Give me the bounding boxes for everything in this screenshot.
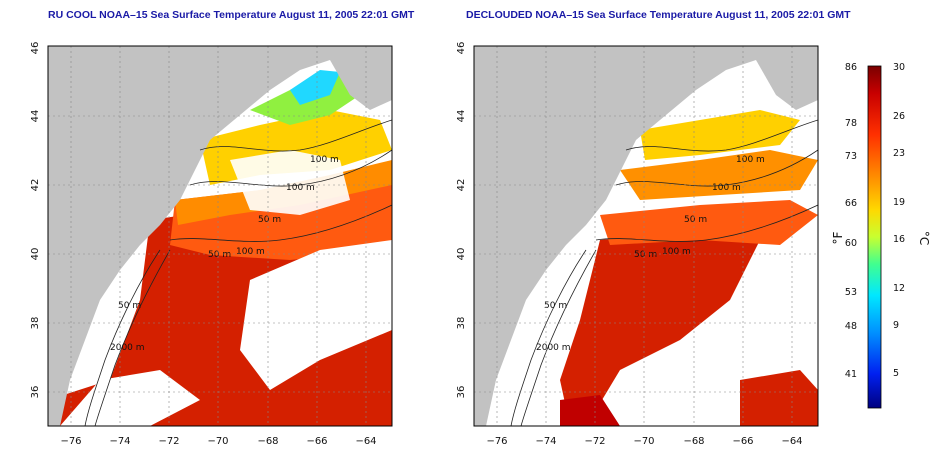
c-tick-label: 12: [893, 283, 905, 294]
sst-orange-band: [620, 150, 818, 200]
contour-label-50m: 50 m: [258, 215, 281, 225]
land-mass: [48, 46, 392, 426]
land-nova-scotia: [330, 46, 392, 110]
y-tick-label: 40: [456, 248, 467, 261]
right-map-content: 100 m 100 m 50 m 50 m 100 m 50 m 2000 m: [474, 46, 818, 426]
x-tick-label: −64: [355, 436, 376, 447]
contour-label-100m-3: 100 m: [236, 247, 265, 257]
contour-label-50m-2: 50 m: [634, 250, 657, 260]
y-tick-label: 46: [456, 42, 467, 55]
colorbar-f-ticks: 86 78 73 66 60 53 48 41: [845, 62, 857, 380]
contour-label-50m-2: 50 m: [208, 250, 231, 260]
f-tick-label: 66: [845, 198, 857, 209]
colorbar-celsius-label: °C: [917, 231, 931, 245]
contour-label-2000m: 2000 m: [536, 343, 571, 353]
grid-lines: [48, 46, 392, 426]
c-tick-label: 19: [893, 197, 905, 208]
land-nova-scotia: [756, 46, 818, 110]
contour-label-2000m: 2000 m: [110, 343, 145, 353]
y-tick-label: 42: [456, 179, 467, 192]
cloud-patch-2: [230, 150, 350, 215]
sst-south-patches: [740, 370, 818, 426]
contour-label-100m: 100 m: [310, 155, 339, 165]
y-tick-label: 44: [456, 110, 467, 123]
contour-label-100m-2: 100 m: [286, 183, 315, 193]
f-tick-label: 86: [845, 62, 857, 73]
f-tick-label: 48: [845, 321, 857, 332]
left-y-ticks: 46 44 42 40 38 36: [30, 42, 41, 399]
contour-label-100m: 100 m: [736, 155, 765, 165]
c-tick-label: 30: [893, 62, 905, 73]
y-tick-label: 36: [456, 386, 467, 399]
c-tick-label: 16: [893, 234, 905, 245]
f-tick-label: 41: [845, 369, 857, 380]
x-tick-label: −66: [306, 436, 327, 447]
y-tick-label: 36: [30, 386, 41, 399]
c-tick-label: 9: [893, 320, 899, 331]
x-tick-label: −72: [584, 436, 605, 447]
x-tick-label: −70: [207, 436, 228, 447]
y-tick-label: 42: [30, 179, 41, 192]
contour-label-50m-3: 50 m: [118, 301, 141, 311]
x-tick-label: −76: [60, 436, 81, 447]
c-tick-label: 5: [893, 368, 899, 379]
x-tick-label: −68: [683, 436, 704, 447]
right-x-ticks: −76 −74 −72 −70 −68 −66 −64: [486, 436, 802, 447]
colorbar-fahrenheit-label: °F: [831, 231, 845, 244]
right-panel-title: DECLOUDED NOAA–15 Sea Surface Temperatur…: [466, 9, 851, 21]
left-panel-title: RU COOL NOAA–15 Sea Surface Temperature …: [48, 9, 415, 21]
left-x-ticks: −76 −74 −72 −70 −68 −66 −64: [60, 436, 376, 447]
x-tick-label: −72: [158, 436, 179, 447]
x-tick-label: −64: [781, 436, 802, 447]
contour-label-50m: 50 m: [684, 215, 707, 225]
f-tick-label: 73: [845, 151, 857, 162]
f-tick-label: 78: [845, 118, 857, 129]
y-tick-label: 40: [30, 248, 41, 261]
contour-label-100m-3: 100 m: [662, 247, 691, 257]
right-map-frame: [473, 45, 819, 427]
contour-label-50m-3: 50 m: [544, 301, 567, 311]
contour-label-100m-2: 100 m: [712, 183, 741, 193]
temperature-colorbar: [867, 65, 882, 409]
right-y-ticks: 46 44 42 40 38 36: [456, 42, 467, 399]
y-tick-label: 44: [30, 110, 41, 123]
x-tick-label: −70: [633, 436, 654, 447]
cloud-patch: [240, 240, 392, 390]
x-tick-label: −74: [535, 436, 556, 447]
grid-lines: [474, 46, 818, 426]
y-tick-label: 38: [30, 317, 41, 330]
left-map-content: 100 m 100 m 50 m 50 m 100 m 50 m 2000 m: [48, 46, 392, 426]
left-map-frame: [47, 45, 393, 427]
f-tick-label: 60: [845, 238, 857, 249]
x-tick-label: −68: [257, 436, 278, 447]
land-mass: [474, 46, 818, 426]
x-tick-label: −74: [109, 436, 130, 447]
sst-cyan-band: [290, 70, 340, 105]
x-tick-label: −76: [486, 436, 507, 447]
sst-south-patches-2: [560, 395, 620, 426]
y-tick-label: 38: [456, 317, 467, 330]
f-tick-label: 53: [845, 287, 857, 298]
cloud-patch-3: [60, 370, 200, 426]
x-tick-label: −66: [732, 436, 753, 447]
colorbar-c-ticks: 30 26 23 19 16 12 9 5: [893, 62, 905, 379]
sst-warm-region-2: [600, 200, 818, 245]
sst-warm-region: [560, 230, 760, 426]
c-tick-label: 26: [893, 111, 905, 122]
c-tick-label: 23: [893, 148, 905, 159]
sst-yellow-band: [640, 110, 800, 160]
y-tick-label: 46: [30, 42, 41, 55]
